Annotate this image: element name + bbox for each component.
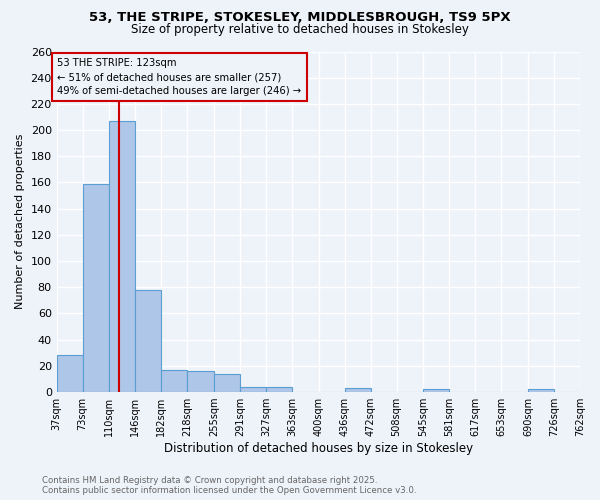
Bar	[424, 390, 449, 392]
Bar	[83, 184, 109, 392]
Bar	[136, 290, 161, 392]
Bar	[161, 370, 187, 392]
Text: Size of property relative to detached houses in Stokesley: Size of property relative to detached ho…	[131, 22, 469, 36]
Bar	[109, 121, 136, 392]
Bar	[528, 390, 554, 392]
Bar	[266, 387, 292, 392]
Bar	[214, 374, 240, 392]
Bar	[344, 388, 371, 392]
Bar	[56, 356, 83, 392]
Bar	[240, 387, 266, 392]
X-axis label: Distribution of detached houses by size in Stokesley: Distribution of detached houses by size …	[164, 442, 473, 455]
Y-axis label: Number of detached properties: Number of detached properties	[15, 134, 25, 310]
Text: 53, THE STRIPE, STOKESLEY, MIDDLESBROUGH, TS9 5PX: 53, THE STRIPE, STOKESLEY, MIDDLESBROUGH…	[89, 11, 511, 24]
Text: Contains HM Land Registry data © Crown copyright and database right 2025.
Contai: Contains HM Land Registry data © Crown c…	[42, 476, 416, 495]
Text: 53 THE STRIPE: 123sqm
← 51% of detached houses are smaller (257)
49% of semi-det: 53 THE STRIPE: 123sqm ← 51% of detached …	[58, 58, 302, 96]
Bar	[187, 371, 214, 392]
